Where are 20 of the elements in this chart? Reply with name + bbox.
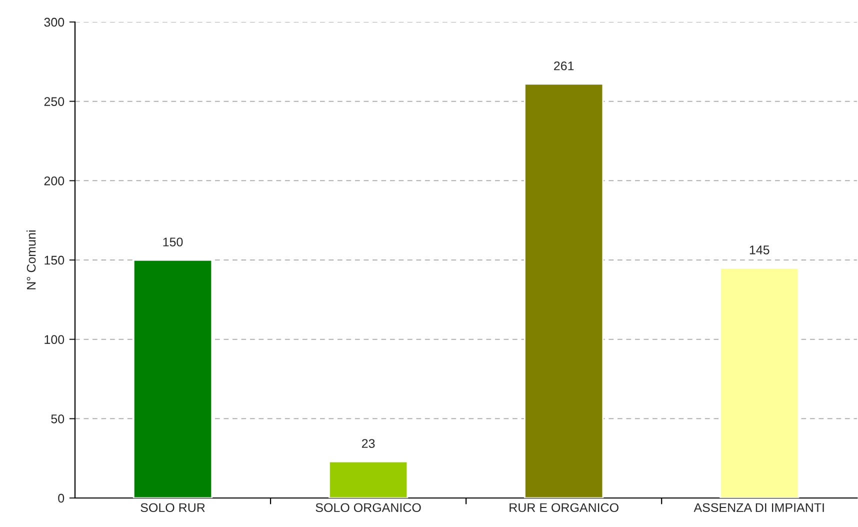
bar bbox=[328, 460, 408, 498]
x-tick-label: SOLO ORGANICO bbox=[316, 503, 421, 512]
data-label: 23 bbox=[362, 439, 375, 448]
y-tick-label: 250 bbox=[44, 97, 64, 106]
bar bbox=[524, 83, 604, 498]
y-axis-title: N° Comuni bbox=[26, 230, 36, 290]
y-tick-label: 300 bbox=[44, 18, 64, 27]
data-label: 150 bbox=[163, 238, 183, 246]
y-tick-label: 200 bbox=[44, 176, 64, 186]
x-tick-label: ASSENZA DI IMPIANTI bbox=[694, 503, 824, 512]
x-tick-label: SOLO RUR bbox=[140, 503, 205, 512]
y-tick-label: 50 bbox=[51, 414, 64, 424]
bar bbox=[132, 259, 213, 498]
data-label: 145 bbox=[750, 246, 770, 254]
y-tick-label: 150 bbox=[44, 256, 64, 265]
x-tick-label: RUR E ORGANICO bbox=[510, 503, 618, 512]
bar bbox=[720, 267, 800, 498]
y-tick-label: 100 bbox=[44, 335, 64, 344]
data-label: 261 bbox=[554, 61, 574, 70]
y-tick-label: 0 bbox=[58, 494, 64, 503]
